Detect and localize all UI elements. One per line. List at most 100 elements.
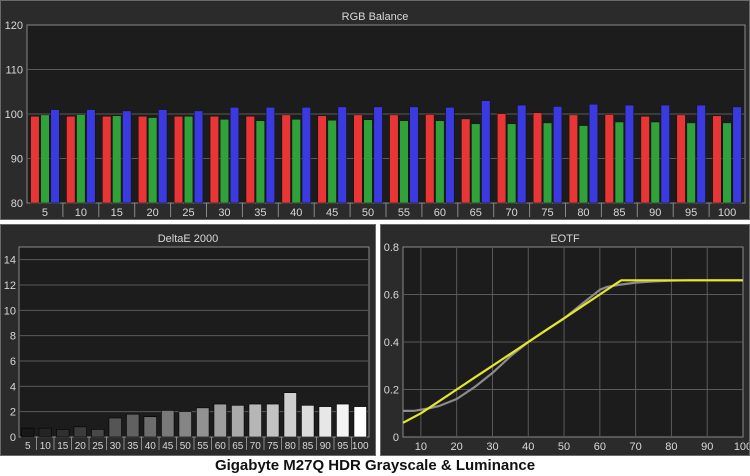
rgb-bar-blue (229, 107, 240, 204)
rgb-bar-blue (337, 106, 347, 204)
rgb-x-tick-label: 50 (362, 207, 374, 219)
rgb-bar-red (102, 115, 112, 204)
rgb-x-tick-label: 90 (649, 207, 661, 219)
eotf-x-tick-label: 30 (486, 441, 498, 453)
rgb-bar-blue (194, 110, 204, 204)
eotf-title: EOTF (550, 233, 580, 245)
eotf-x-tick-label: 60 (594, 441, 606, 453)
rgb-bar-green (76, 114, 86, 204)
eotf-x-tick-label: 70 (630, 441, 642, 453)
eotf-y-tick-label: 0.8 (384, 242, 399, 254)
rgb-x-tick-label: 80 (577, 207, 589, 219)
deltae-bar (38, 427, 52, 438)
deltae-x-ticks: 5 10 15 20 25 30 35 40 45 50 55 60 65 70 75 80 85 90 95 100 (25, 441, 369, 452)
rgb-bar-red (640, 115, 650, 204)
deltae-y-tick-label: 2 (10, 407, 16, 419)
deltae-bar (143, 416, 157, 438)
rgb-bar-green (578, 125, 589, 204)
deltae-x-tick-label: 45 (162, 441, 174, 452)
rgb-bar-green (255, 120, 265, 204)
rgb-x-tick-label: 75 (541, 207, 553, 219)
rgb-bar-green (614, 121, 624, 204)
eotf-gridlines (403, 247, 743, 437)
rgb-bar-red (712, 115, 722, 204)
rgb-bar-red (497, 113, 507, 204)
eotf-y-tick-label: 0.4 (384, 337, 399, 349)
deltae-x-tick-label: 85 (302, 441, 314, 452)
deltae-x-tick-label: 90 (320, 441, 332, 452)
deltae-x-tick-label: 65 (232, 441, 244, 452)
rgb-balance-panel: RGB Balance 80 90 100 110 120 5 10 15 20 25 30 35 4… (0, 0, 750, 220)
deltae-x-tick-label: 70 (250, 441, 262, 452)
rgb-bar-blue (409, 106, 419, 204)
rgb-x-tick-label: 45 (326, 207, 338, 219)
rgb-bar-blue (696, 104, 706, 204)
rgb-x-tick-label: 70 (506, 207, 518, 219)
deltae-bar (126, 413, 140, 438)
rgb-y-tick-label: 110 (5, 65, 23, 77)
deltae-bar (21, 427, 35, 438)
eotf-x-tick-label: 10 (415, 441, 427, 453)
deltae-x-tick-label: 75 (267, 441, 279, 452)
deltae-x-tick-label: 10 (40, 441, 52, 452)
rgb-bars (30, 100, 742, 204)
deltae-y-tick-label: 0 (10, 432, 16, 444)
rgb-x-tick-label: 10 (75, 207, 87, 219)
deltae-bar (283, 392, 297, 438)
deltae-x-tick-label: 15 (57, 441, 69, 452)
eotf-x-tick-label: 100 (734, 441, 749, 453)
rgb-bar-green (291, 119, 301, 204)
deltae-y-ticks: 0 2 4 6 8 10 12 14 (4, 255, 16, 444)
rgb-x-tick-label: 40 (290, 207, 302, 219)
deltae-x-tick-label: 50 (180, 441, 192, 452)
rgb-y-tick-label: 120 (5, 20, 23, 32)
rgb-bar-blue (122, 110, 132, 204)
deltae-bar (318, 406, 332, 438)
rgb-bar-red (173, 115, 184, 204)
rgb-bar-green (219, 119, 230, 204)
rgb-x-tick-label: 20 (147, 207, 159, 219)
deltae-y-tick-label: 4 (10, 381, 16, 393)
rgb-x-tick-label: 100 (718, 207, 736, 219)
rgb-x-tick-label: 15 (111, 207, 123, 219)
rgb-balance-title: RGB Balance (342, 11, 409, 23)
deltae-bar (161, 410, 175, 438)
deltae-bars (21, 392, 367, 438)
deltae-x-tick-label: 25 (92, 441, 104, 452)
rgb-bar-blue (445, 107, 455, 204)
rgb-x-tick-label: 95 (685, 207, 697, 219)
rgb-bar-red (604, 114, 614, 204)
rgb-bar-red (676, 114, 686, 204)
deltae-bar (336, 403, 350, 438)
rgb-bar-blue (517, 104, 527, 204)
rgb-x-tick-label: 30 (218, 207, 230, 219)
rgb-bar-red (245, 115, 255, 204)
rgb-bar-green (542, 122, 553, 204)
rgb-balance-chart: RGB Balance 80 90 100 110 120 5 10 15 20 25 30 35 4… (5, 11, 746, 219)
deltae-bar (301, 405, 315, 438)
rgb-bar-blue (624, 104, 634, 204)
deltae-y-tick-label: 12 (4, 280, 16, 292)
chart-caption: Gigabyte M27Q HDR Grayscale & Luminance (214, 457, 536, 474)
rgb-bar-blue (301, 107, 311, 204)
deltae-x-tick-label: 55 (197, 441, 209, 452)
rgb-bar-red (389, 114, 399, 204)
rgb-bar-blue (86, 109, 96, 204)
deltae-bar (248, 403, 262, 438)
deltae-bar (73, 426, 87, 438)
rgb-bar-green (327, 119, 337, 204)
rgb-x-tick-label: 60 (434, 207, 446, 219)
rgb-y-tick-label: 80 (11, 198, 23, 210)
rgb-bar-red (532, 112, 543, 204)
deltae-y-tick-label: 6 (10, 356, 16, 368)
rgb-bar-blue (481, 100, 491, 204)
rgb-bar-blue (588, 103, 599, 204)
deltae-bar (266, 403, 280, 438)
rgb-bar-red (461, 118, 471, 204)
eotf-x-ticks: 10 20 30 40 50 60 70 80 90 100 (415, 441, 749, 453)
eotf-x-tick-label: 50 (558, 441, 570, 453)
deltae-bar (353, 406, 367, 438)
eotf-line-measured (402, 279, 743, 424)
rgb-bar-green (686, 122, 696, 204)
rgb-bar-green (40, 114, 50, 204)
